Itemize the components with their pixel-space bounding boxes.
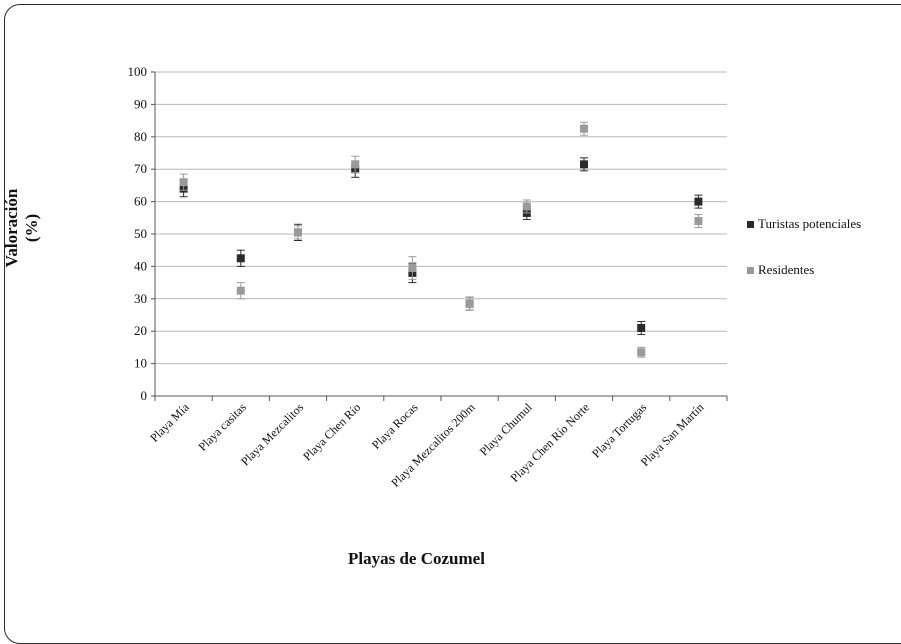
data-point [637,348,646,357]
x-tick-label: Playa Tortugas [589,400,650,461]
data-point [179,178,188,187]
y-tick-label: 10 [134,356,147,371]
x-axis-title: Playas de Cozumel [348,549,485,568]
x-tick-label: Playa Chen Río [300,400,363,463]
y-tick-label: 100 [128,64,148,79]
legend-label-residentes: Residentes [758,262,815,277]
legend-label-turistas: Turistas potenciales [758,216,862,231]
legend: Turistas potenciales Residentes [747,214,861,306]
y-tick-label: 30 [134,291,147,306]
y-axis-title-line2: (%) [22,213,41,243]
legend-item-turistas: Turistas potenciales [747,214,861,234]
y-axis-title: Valoración (%) [2,168,42,288]
x-tick-label: Playa casitas [195,400,249,454]
y-tick-label: 20 [134,323,147,338]
y-tick-label: 40 [134,258,147,273]
legend-swatch-residentes [747,266,754,274]
data-point [236,254,245,263]
y-tick-label: 80 [134,129,147,144]
y-tick-label: 60 [134,194,147,209]
data-point [580,124,588,133]
y-tick-label: 70 [134,161,147,176]
data-point [465,299,474,308]
data-point [236,286,245,295]
data-point [408,264,417,273]
y-axis-title-line1: Valoración [2,188,21,268]
y-tick-label: 0 [141,388,148,403]
data-point [294,228,302,237]
legend-item-residentes: Residentes [747,260,861,280]
y-tick-label: 50 [134,226,147,241]
legend-swatch-turistas [747,220,754,228]
x-tick-label: Playa Mía [147,400,192,445]
x-tick-label: Playa Chumul [477,400,536,459]
data-point [637,323,646,332]
chart-plot: 0 10 20 30 40 50 60 70 80 90 100 Playa Mía Playa cas… [128,64,728,490]
data-point [694,217,703,226]
y-tick-label: 90 [134,96,147,111]
data-point [351,160,360,169]
data-point [580,160,588,169]
x-tick-label: Playa Rocas [369,400,421,452]
data-point [694,197,703,206]
data-point [522,202,531,211]
